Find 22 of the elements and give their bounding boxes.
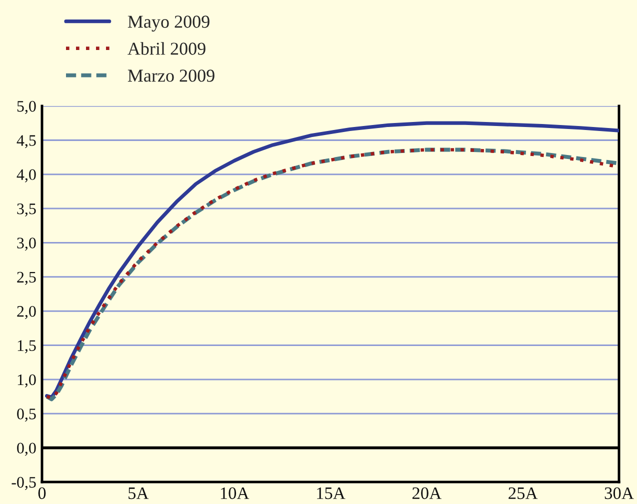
y-tick-label: 1,5 <box>18 340 36 354</box>
x-tick-label: 30A <box>604 487 634 500</box>
x-tick-label: 5A <box>128 487 149 500</box>
x-tick-label: 0 <box>38 487 46 500</box>
y-tick-label: 0,0 <box>17 442 36 456</box>
y-tick-label: 4,5 <box>16 135 36 148</box>
y-tick-label: 3,0 <box>17 238 36 251</box>
y-tick-label: 1,0 <box>18 374 36 388</box>
legend-label: Abril 2009 <box>128 42 206 55</box>
y-tick-label: 0,5 <box>17 408 36 422</box>
y-tick-label: -0,5 <box>12 476 36 490</box>
x-tick-label: 25A <box>508 487 538 500</box>
y-tick-label: 3,5 <box>17 204 36 217</box>
legend-label: Mayo 2009 <box>128 16 210 32</box>
y-tick-label: 5,0 <box>17 100 36 114</box>
x-tick-label: 20A <box>412 487 442 500</box>
legend-label: Marzo 2009 <box>128 70 214 82</box>
y-tick-label: 4,0 <box>16 169 36 182</box>
x-tick-label: 15A <box>317 487 346 500</box>
y-tick-label: 2,5 <box>17 272 36 285</box>
x-tick-label: 10A <box>220 487 250 500</box>
y-tick-label: 2,0 <box>17 306 36 320</box>
